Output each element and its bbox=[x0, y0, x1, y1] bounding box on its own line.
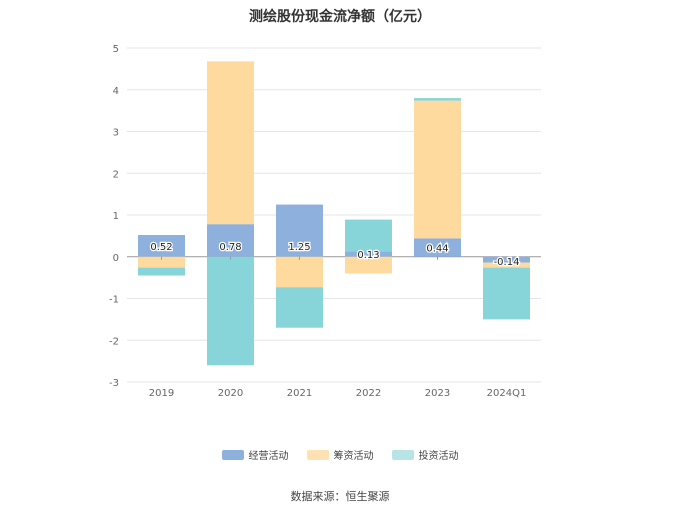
legend-item-financing[interactable]: 筹资活动 bbox=[306, 447, 374, 462]
bars bbox=[138, 61, 530, 366]
bar-2024Q1-投资活动[interactable] bbox=[483, 267, 530, 320]
gridlines bbox=[127, 47, 541, 383]
data-label: 0.13 bbox=[357, 250, 379, 261]
x-tick-label: 2022 bbox=[356, 388, 381, 399]
data-label: 0.52 bbox=[150, 242, 172, 253]
bar-2022-经营活动[interactable] bbox=[345, 251, 392, 257]
legend-item-investing[interactable]: 投资活动 bbox=[391, 447, 459, 462]
legend-label-investing: 投资活动 bbox=[418, 451, 459, 462]
source-note: 数据来源：恒生聚源 bbox=[290, 490, 390, 503]
legend-item-operating[interactable]: 经营活动 bbox=[221, 447, 289, 462]
bar-2020-经营活动[interactable] bbox=[207, 224, 254, 257]
bar-2021-投资活动[interactable] bbox=[276, 287, 323, 328]
legend-swatch-investing bbox=[391, 449, 414, 460]
data-label: -0.14 bbox=[494, 257, 520, 268]
legend-swatch-operating bbox=[221, 449, 244, 460]
y-tick-label: -2 bbox=[109, 336, 119, 347]
y-tick-label: -1 bbox=[109, 295, 119, 306]
y-tick-label: 5 bbox=[113, 44, 119, 55]
bar-2023-筹资活动[interactable] bbox=[414, 100, 461, 239]
x-tick-label: 2019 bbox=[149, 388, 174, 399]
legend: 经营活动 筹资活动 投资活动 bbox=[0, 447, 680, 462]
bar-2023-经营活动[interactable] bbox=[414, 238, 461, 257]
data-label: 0.78 bbox=[219, 242, 241, 253]
bar-2021-经营活动[interactable] bbox=[276, 204, 323, 257]
legend-label-financing: 筹资活动 bbox=[333, 451, 374, 462]
bar-2021-筹资活动[interactable] bbox=[276, 256, 323, 288]
data-label: 1.25 bbox=[288, 242, 310, 253]
legend-label-operating: 经营活动 bbox=[248, 451, 289, 462]
x-tick-label: 2020 bbox=[218, 388, 243, 399]
bar-2024Q1-筹资活动[interactable] bbox=[483, 262, 530, 268]
y-tick-label: 3 bbox=[113, 128, 119, 139]
x-tick-label: 2023 bbox=[425, 388, 450, 399]
y-tick-label: 1 bbox=[113, 211, 119, 222]
y-tick-label: 0 bbox=[113, 253, 119, 264]
y-tick-label: 2 bbox=[113, 169, 119, 180]
data-label: 0.44 bbox=[426, 244, 448, 255]
bar-2019-筹资活动[interactable] bbox=[138, 256, 185, 268]
data-labels: 0.52 0.78 1.25 0.13 0.44 -0.14 bbox=[149, 241, 521, 270]
bar-2020-投资活动[interactable] bbox=[207, 256, 254, 366]
bar-2019-经营活动[interactable] bbox=[138, 235, 185, 257]
bar-2023-投资活动[interactable] bbox=[414, 98, 461, 101]
bar-2020-筹资活动[interactable] bbox=[207, 61, 254, 225]
legend-swatch-financing bbox=[306, 449, 329, 460]
y-tick-label: 4 bbox=[113, 86, 119, 97]
x-tick-label: 2024Q1 bbox=[487, 388, 527, 399]
bar-2019-投资活动[interactable] bbox=[138, 267, 185, 276]
bar-2022-投资活动[interactable] bbox=[345, 219, 392, 252]
bar-2022-筹资活动[interactable] bbox=[345, 256, 392, 274]
y-tick-label: -3 bbox=[109, 378, 119, 389]
x-tick-label: 2021 bbox=[287, 388, 312, 399]
chart-title: 测绘股份现金流净额（亿元） bbox=[249, 9, 431, 25]
axes: 5 4 3 2 1 0 -1 -2 -3 2019 2020 2021 2022 2023 2024Q1 bbox=[109, 44, 526, 399]
